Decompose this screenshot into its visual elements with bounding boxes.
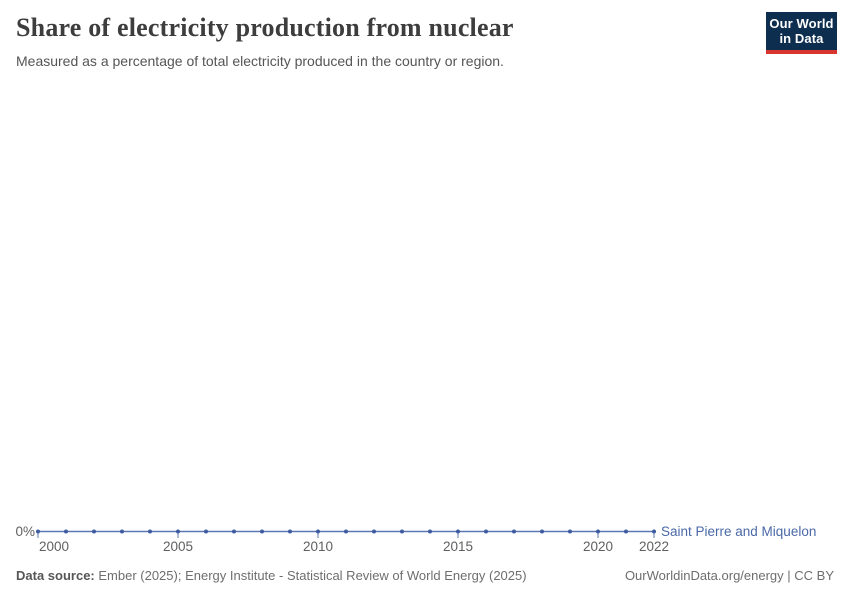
data-point[interactable] [204, 529, 208, 534]
series-entity-label[interactable]: Saint Pierre and Miquelon [661, 524, 816, 539]
data-point[interactable] [372, 529, 376, 534]
logo-text-line1: Our World [769, 16, 834, 31]
data-point[interactable] [512, 529, 516, 534]
data-point[interactable] [288, 529, 292, 534]
footer-link[interactable]: OurWorldinData.org/energy | CC BY [624, 568, 834, 583]
data-point[interactable] [344, 529, 348, 534]
data-point[interactable] [36, 529, 40, 534]
chart-subtitle: Measured as a percentage of total electr… [16, 53, 504, 69]
data-point[interactable] [540, 529, 544, 534]
data-point[interactable] [456, 529, 460, 534]
data-point[interactable] [176, 529, 180, 534]
data-point[interactable] [400, 529, 404, 534]
data-point[interactable] [64, 529, 68, 534]
owid-logo[interactable]: Our World in Data [766, 12, 837, 54]
data-point[interactable] [652, 529, 656, 534]
x-axis-tick-label: 2022 [639, 539, 669, 554]
data-point[interactable] [260, 529, 264, 534]
data-point[interactable] [92, 529, 96, 534]
chart-title: Share of electricity production from nuc… [16, 13, 514, 42]
logo-text-line2: in Data [779, 31, 824, 46]
data-source-note: Data source: Ember (2025); Energy Instit… [16, 568, 527, 584]
x-axis-tick-label: 2010 [303, 539, 333, 554]
y-axis-tick-label: 0% [15, 524, 35, 539]
data-point[interactable] [568, 529, 572, 534]
data-point[interactable] [596, 529, 600, 534]
x-axis-tick-label: 2005 [163, 539, 193, 554]
data-source-label: Data source: [16, 568, 95, 583]
x-axis-tick-label: 2015 [443, 539, 473, 554]
data-point[interactable] [232, 529, 236, 534]
data-point[interactable] [120, 529, 124, 534]
data-point[interactable] [624, 529, 628, 534]
chart-footer: Data source: Ember (2025); Energy Instit… [16, 568, 834, 584]
x-axis-tick-label: 2020 [583, 539, 613, 554]
data-point[interactable] [316, 529, 320, 534]
data-source-text: Ember (2025); Energy Institute - Statist… [94, 568, 527, 583]
data-point[interactable] [428, 529, 432, 534]
chart-plot-area[interactable] [0, 80, 850, 520]
data-point[interactable] [148, 529, 152, 534]
data-point[interactable] [484, 529, 488, 534]
x-axis-tick-label: 2000 [39, 539, 69, 554]
